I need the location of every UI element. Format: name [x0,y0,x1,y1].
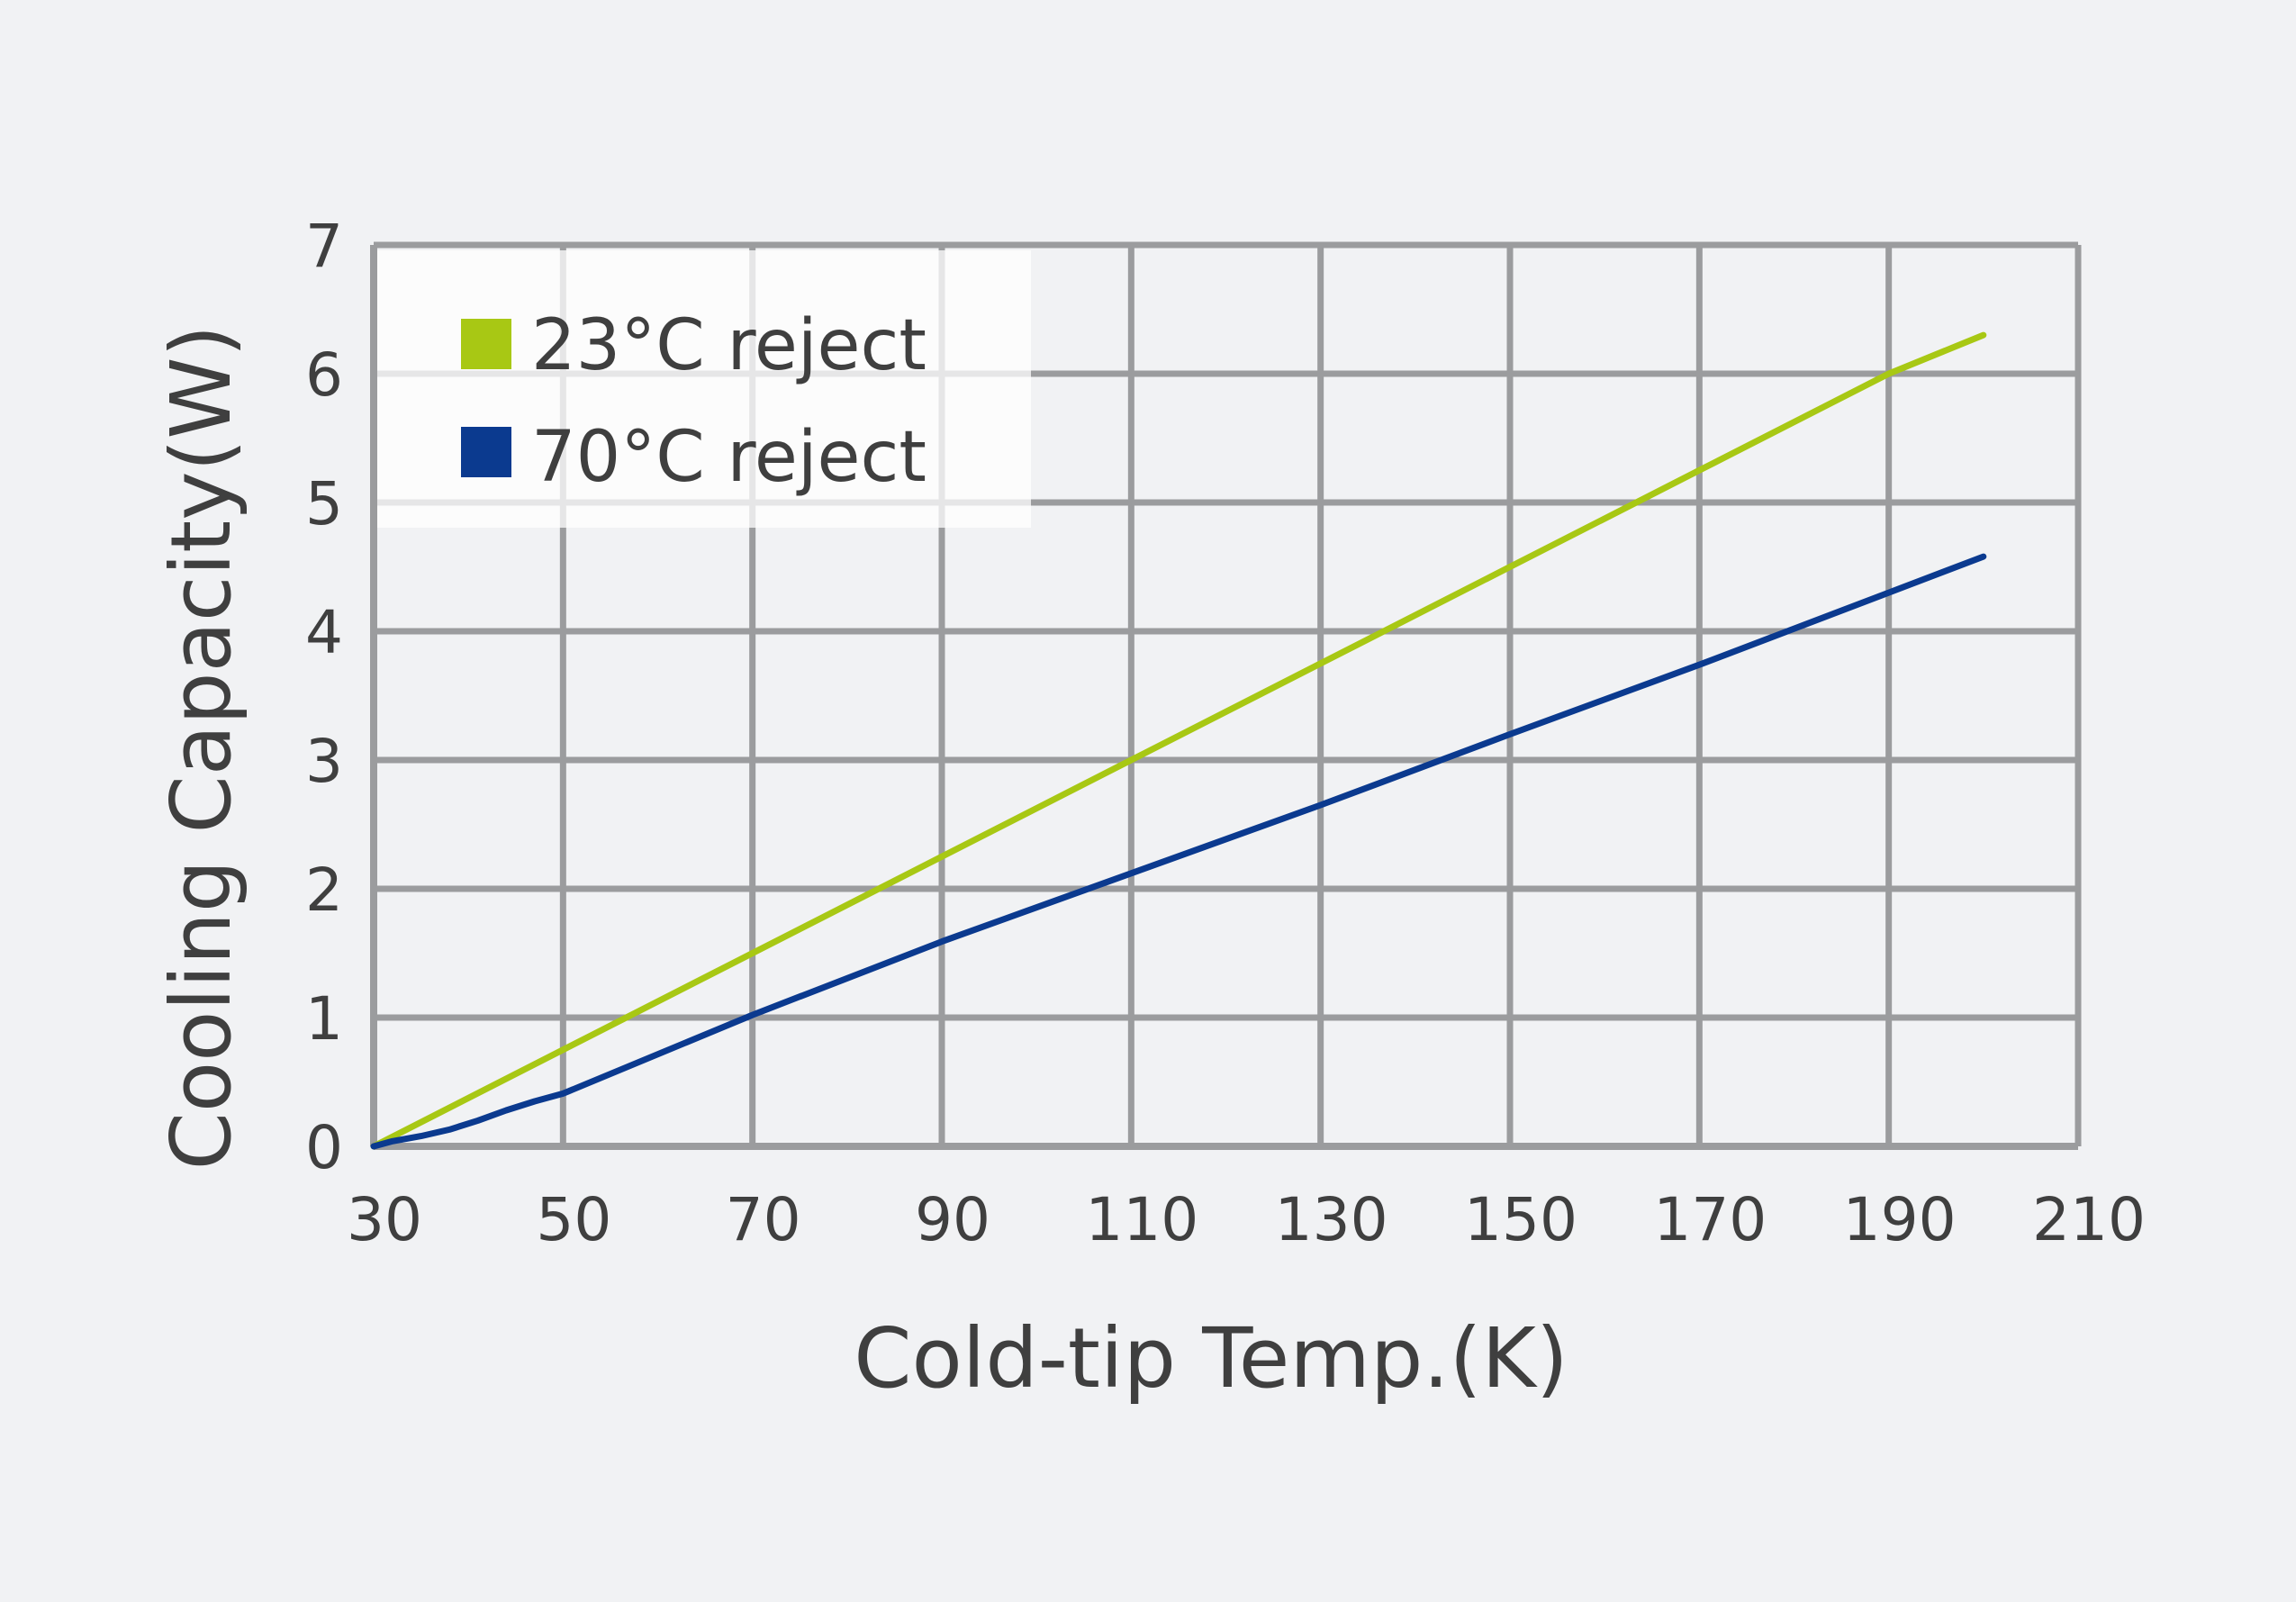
y-tick-label: 1 [305,984,343,1054]
legend-background [376,250,1031,528]
legend-swatch-70c-reject [461,427,511,477]
x-tick-label: 50 [536,1185,611,1254]
x-tick-label: 90 [915,1185,990,1254]
series-line-70c-reject [370,553,1987,1150]
x-tick-label: 110 [1085,1185,1198,1254]
x-tick-label: 70 [726,1185,801,1254]
x-tick-label: 170 [1653,1185,1767,1254]
y-tick-label: 5 [305,469,343,539]
y-tick-label: 7 [305,212,343,281]
x-tick-label: 130 [1275,1185,1388,1254]
series-line-23c-reject [370,331,1987,1150]
axes [370,245,2078,1150]
legend: 23°C reject 70°C reject [376,250,1031,528]
y-tick-label: 0 [305,1113,343,1182]
legend-label-70c-reject: 70°C reject [531,417,927,498]
y-tick-label: 6 [305,340,343,410]
data-series [370,331,1987,1150]
y-tick-label: 4 [305,598,343,667]
y-tick-label: 3 [305,727,343,796]
x-tick-label: 190 [1843,1185,1957,1254]
tick-labels: 30 50 70 90 110 130 150 170 190 210 0 1 2 3 4 5 6 7 [305,212,2146,1254]
x-axis-title: Cold-tip Temp.(K) [854,1310,1568,1407]
x-tick-label: 30 [347,1185,422,1254]
x-tick-label: 210 [2032,1185,2146,1254]
legend-label-23c-reject: 23°C reject [531,305,927,386]
y-tick-label: 2 [305,855,343,925]
x-tick-label: 150 [1464,1185,1577,1254]
y-axis-title: Cooling Capacity(W) [153,325,249,1171]
legend-swatch-23c-reject [461,319,511,369]
